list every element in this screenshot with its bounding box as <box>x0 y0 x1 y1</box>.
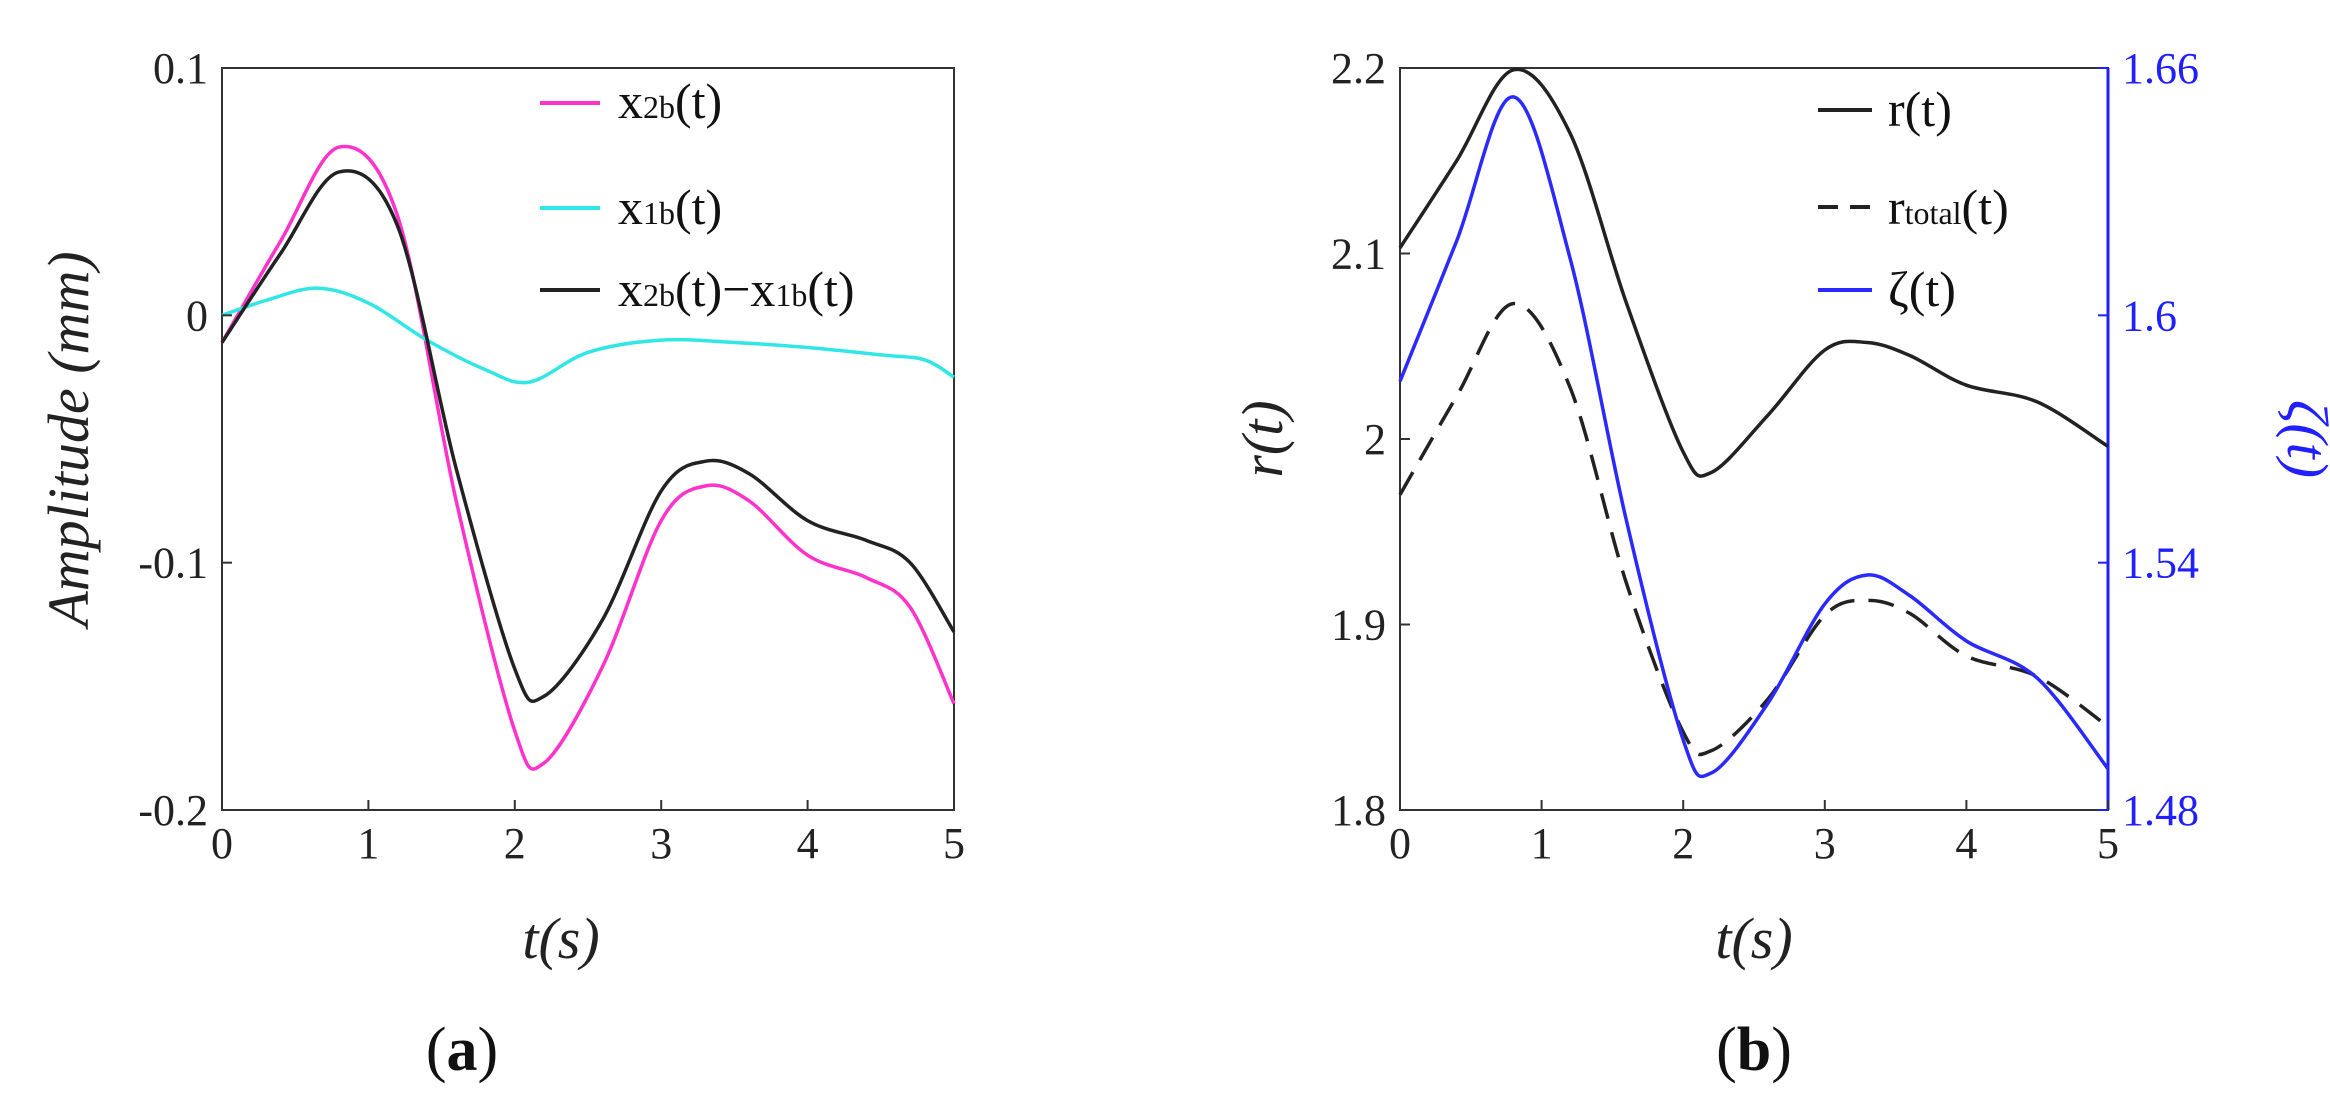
series-line-a-0 <box>220 144 956 771</box>
y-tick-label-b-1: 2.1 <box>1331 230 1386 279</box>
x-tick-label-a-0: 0 <box>211 819 233 868</box>
x-tick-label-b-5: 5 <box>2097 819 2119 868</box>
panel-b-y2-axis-label: ζ(t) <box>2275 400 2330 478</box>
legend-entry-rtotal: rtotal(t) <box>1888 179 2009 235</box>
series-line-a-2 <box>220 169 956 703</box>
panel-b-legend: r(t) rtotal(t) ζ(t) <box>1818 81 2009 317</box>
panel-a-ticks-group: 0 1 2 3 4 5 0.1 0 -0.1 -0.2 <box>138 44 965 868</box>
legend-entry-x1b: x1b(t) <box>618 179 722 235</box>
y2-tick-label-b-2: 1.54 <box>2122 539 2199 588</box>
y2-tick-label-b-0: 1.66 <box>2122 44 2199 93</box>
y-tick-label-b-0: 2.2 <box>1331 44 1386 93</box>
x-tick-label-b-2: 2 <box>1672 819 1694 868</box>
x-tick-label-a-2: 2 <box>504 819 526 868</box>
y-tick-label-a-2: -0.1 <box>138 539 208 588</box>
panel-b-x-axis-label: t(s) <box>1715 906 1792 971</box>
panel-a-y-axis-label: Amplitude (mm) <box>36 251 101 630</box>
x-tick-label-a-5: 5 <box>943 819 965 868</box>
panel-a: 0 1 2 3 4 5 0.1 0 -0.1 -0.2 x2b(t) x1b(t) x2b(t)−… <box>36 44 965 1084</box>
panel-a-x-axis-label: t(s) <box>522 906 599 971</box>
y-tick-label-a-0: 0.1 <box>153 44 208 93</box>
panel-b: 0 1 2 3 4 5 2.2 2.1 2 1.9 1.8 1.66 1.6 1.54 1.48 r(t) … <box>1230 44 2330 1084</box>
legend-entry-zeta: ζ(t) <box>1888 261 1956 317</box>
y-tick-label-a-1: 0 <box>186 291 208 340</box>
x-tick-label-a-4: 4 <box>797 819 819 868</box>
x-tick-label-b-1: 1 <box>1531 819 1553 868</box>
y-tick-label-b-3: 1.9 <box>1331 601 1386 650</box>
panel-b-ticks-group: 0 1 2 3 4 5 2.2 2.1 2 1.9 1.8 1.66 1.6 1.54 1.48 <box>1331 44 2199 868</box>
panel-a-label: (a) <box>426 1016 498 1084</box>
x-tick-label-a-3: 3 <box>650 819 672 868</box>
series-line-b-1 <box>1398 301 2110 757</box>
y-tick-label-b-2: 2 <box>1364 415 1386 464</box>
panel-b-label: (b) <box>1716 1016 1792 1084</box>
y-tick-label-b-4: 1.8 <box>1331 786 1386 835</box>
panel-a-legend: x2b(t) x1b(t) x2b(t)−x1b(t) <box>540 73 855 317</box>
panel-a-plot-frame <box>221 67 955 811</box>
series-line-a-1 <box>221 286 955 385</box>
panel-a-series-group <box>220 144 956 771</box>
series-line-b-0 <box>1398 67 2109 478</box>
x-tick-label-b-0: 0 <box>1389 819 1411 868</box>
series-line-b-2 <box>1398 95 2110 779</box>
y-tick-label-a-3: -0.2 <box>138 786 208 835</box>
x-tick-label-b-4: 4 <box>1955 819 1977 868</box>
panel-b-y-axis-label: r(t) <box>1230 400 1295 477</box>
x-tick-label-b-3: 3 <box>1814 819 1836 868</box>
panel-b-series-group <box>1398 67 2110 779</box>
legend-entry-diff: x2b(t)−x1b(t) <box>618 261 855 317</box>
legend-entry-r: r(t) <box>1888 81 1952 137</box>
legend-entry-x2b: x2b(t) <box>618 73 722 129</box>
y2-tick-label-b-3: 1.48 <box>2122 786 2199 835</box>
x-tick-label-a-1: 1 <box>357 819 379 868</box>
y2-tick-label-b-1: 1.6 <box>2122 291 2177 340</box>
